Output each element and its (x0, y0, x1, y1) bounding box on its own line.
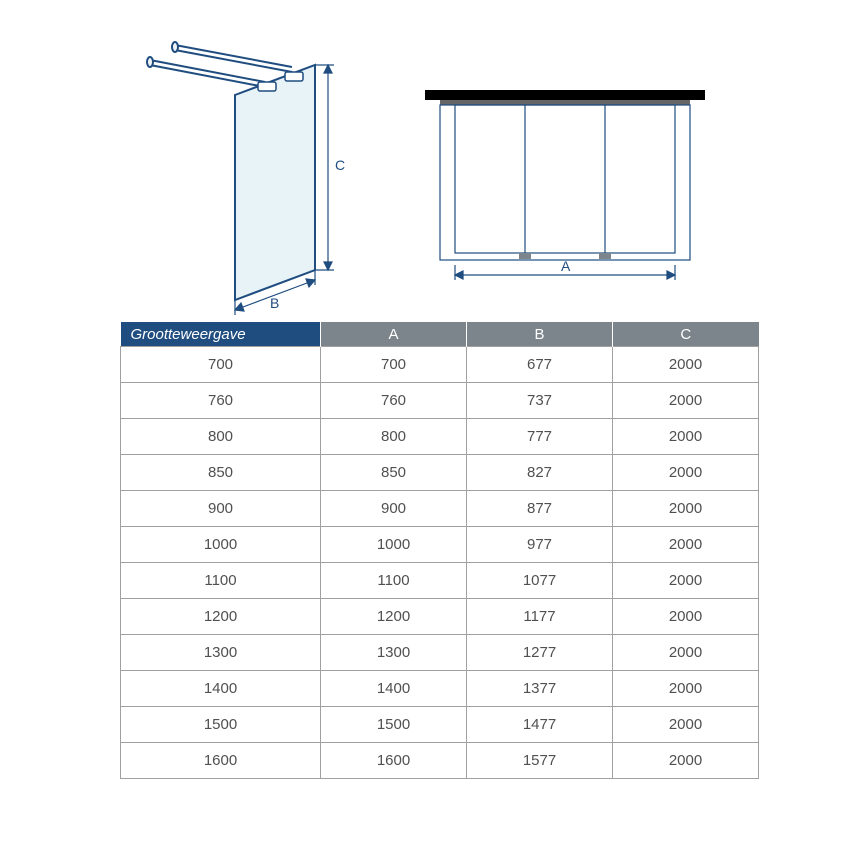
table-row: 100010009772000 (121, 527, 759, 563)
table-body: 7007006772000760760737200080080077720008… (121, 347, 759, 779)
table-cell: 2000 (613, 707, 759, 743)
label-b: B (270, 295, 279, 311)
table-cell: 700 (321, 347, 467, 383)
table-cell: 760 (321, 383, 467, 419)
table-row: 1300130012772000 (121, 635, 759, 671)
table-cell: 760 (121, 383, 321, 419)
table-cell: 2000 (613, 491, 759, 527)
table-cell: 877 (467, 491, 613, 527)
table-row: 9009008772000 (121, 491, 759, 527)
col-header-a: A (321, 322, 467, 347)
spec-table: Grootteweergave A B C 700700677200076076… (120, 322, 759, 779)
table-row: 8008007772000 (121, 419, 759, 455)
diagrams-area: C B (0, 30, 848, 310)
table-cell: 1177 (467, 599, 613, 635)
table-cell: 850 (321, 455, 467, 491)
col-header-size: Grootteweergave (121, 322, 321, 347)
table-cell: 977 (467, 527, 613, 563)
table-cell: 2000 (613, 419, 759, 455)
table-cell: 2000 (613, 635, 759, 671)
table-cell: 1000 (121, 527, 321, 563)
table-row: 7007006772000 (121, 347, 759, 383)
table-row: 1600160015772000 (121, 743, 759, 779)
label-c: C (335, 157, 345, 173)
table-cell: 1400 (321, 671, 467, 707)
table-cell: 2000 (613, 563, 759, 599)
table-cell: 1200 (321, 599, 467, 635)
table-row: 1100110010772000 (121, 563, 759, 599)
table-cell: 700 (121, 347, 321, 383)
col-header-c: C (613, 322, 759, 347)
table-cell: 1100 (321, 563, 467, 599)
table-cell: 1000 (321, 527, 467, 563)
left-diagram: C B (130, 30, 380, 320)
table-cell: 800 (321, 419, 467, 455)
table-cell: 850 (121, 455, 321, 491)
table-cell: 900 (121, 491, 321, 527)
table-cell: 677 (467, 347, 613, 383)
table-cell: 1100 (121, 563, 321, 599)
table-cell: 1500 (121, 707, 321, 743)
table-cell: 2000 (613, 743, 759, 779)
table-cell: 800 (121, 419, 321, 455)
label-a: A (561, 258, 571, 274)
table-cell: 1577 (467, 743, 613, 779)
table-cell: 1600 (321, 743, 467, 779)
table-row: 1500150014772000 (121, 707, 759, 743)
table-cell: 1377 (467, 671, 613, 707)
table-row: 1200120011772000 (121, 599, 759, 635)
table-cell: 1277 (467, 635, 613, 671)
table-cell: 1477 (467, 707, 613, 743)
table-cell: 1300 (321, 635, 467, 671)
table-cell: 900 (321, 491, 467, 527)
table-header-row: Grootteweergave A B C (121, 322, 759, 347)
table-row: 8508508272000 (121, 455, 759, 491)
table-cell: 1500 (321, 707, 467, 743)
col-header-b: B (467, 322, 613, 347)
table-cell: 1300 (121, 635, 321, 671)
table-cell: 827 (467, 455, 613, 491)
table-row: 7607607372000 (121, 383, 759, 419)
table-cell: 1400 (121, 671, 321, 707)
table-cell: 2000 (613, 527, 759, 563)
table-cell: 737 (467, 383, 613, 419)
table-cell: 777 (467, 419, 613, 455)
table-cell: 1200 (121, 599, 321, 635)
table-cell: 2000 (613, 347, 759, 383)
table-cell: 2000 (613, 383, 759, 419)
table-cell: 1600 (121, 743, 321, 779)
right-diagram: A (415, 80, 715, 300)
table-cell: 2000 (613, 671, 759, 707)
table-row: 1400140013772000 (121, 671, 759, 707)
table-cell: 2000 (613, 455, 759, 491)
table-cell: 2000 (613, 599, 759, 635)
page: C B (0, 0, 848, 848)
table-cell: 1077 (467, 563, 613, 599)
